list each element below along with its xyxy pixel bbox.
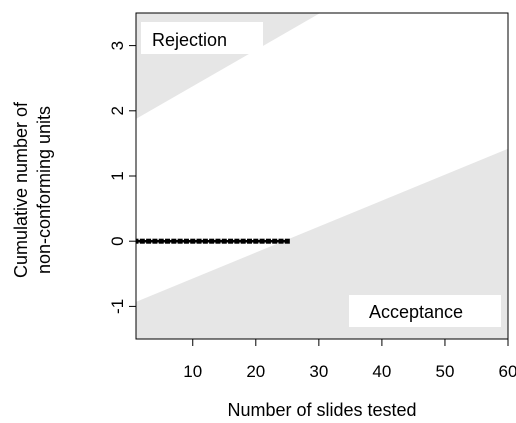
data-point (240, 238, 246, 244)
data-point (228, 238, 234, 244)
data-point (272, 238, 278, 244)
x-axis: 10 20 30 40 50 60 (183, 339, 516, 381)
data-point (139, 238, 145, 244)
data-point (183, 238, 189, 244)
data-point (259, 238, 265, 244)
rejection-region (136, 13, 321, 119)
data-point (136, 238, 139, 244)
data-point (221, 238, 227, 244)
data-point (284, 238, 290, 244)
x-tick-label: 60 (499, 362, 516, 381)
data-point (190, 238, 196, 244)
data-point (278, 238, 284, 244)
data-point (165, 238, 171, 244)
data-point (202, 238, 208, 244)
data-point (253, 238, 259, 244)
data-point (215, 238, 221, 244)
y-tick-label: 0 (108, 236, 127, 245)
data-point (152, 238, 158, 244)
data-point (171, 238, 177, 244)
y-axis: -1 0 1 2 3 (108, 41, 136, 314)
data-point (234, 238, 240, 244)
x-tick-label: 20 (246, 362, 265, 381)
acceptance-region (136, 148, 508, 339)
x-tick-label: 10 (183, 362, 202, 381)
x-axis-title: Number of slides tested (227, 400, 416, 420)
y-axis-title-line-1: Cumulative number of (11, 101, 31, 278)
y-tick-label: 3 (108, 41, 127, 50)
data-point (158, 238, 164, 244)
data-point (265, 238, 271, 244)
x-tick-label: 30 (309, 362, 328, 381)
acceptance-label-box: Acceptance (349, 295, 501, 327)
rejection-label: Rejection (152, 30, 227, 50)
x-tick-label: 40 (372, 362, 391, 381)
data-point (209, 238, 215, 244)
data-point (146, 238, 152, 244)
x-tick-label: 50 (435, 362, 454, 381)
data-series (136, 238, 290, 244)
y-tick-label: -1 (108, 299, 127, 314)
y-tick-label: 1 (108, 171, 127, 180)
acceptance-label: Acceptance (369, 302, 463, 322)
y-tick-label: 2 (108, 106, 127, 115)
y-axis-title-line-2: non-conforming units (34, 106, 54, 274)
data-point (177, 238, 183, 244)
data-point (246, 238, 252, 244)
data-point (196, 238, 202, 244)
rejection-label-box: Rejection (141, 22, 263, 54)
